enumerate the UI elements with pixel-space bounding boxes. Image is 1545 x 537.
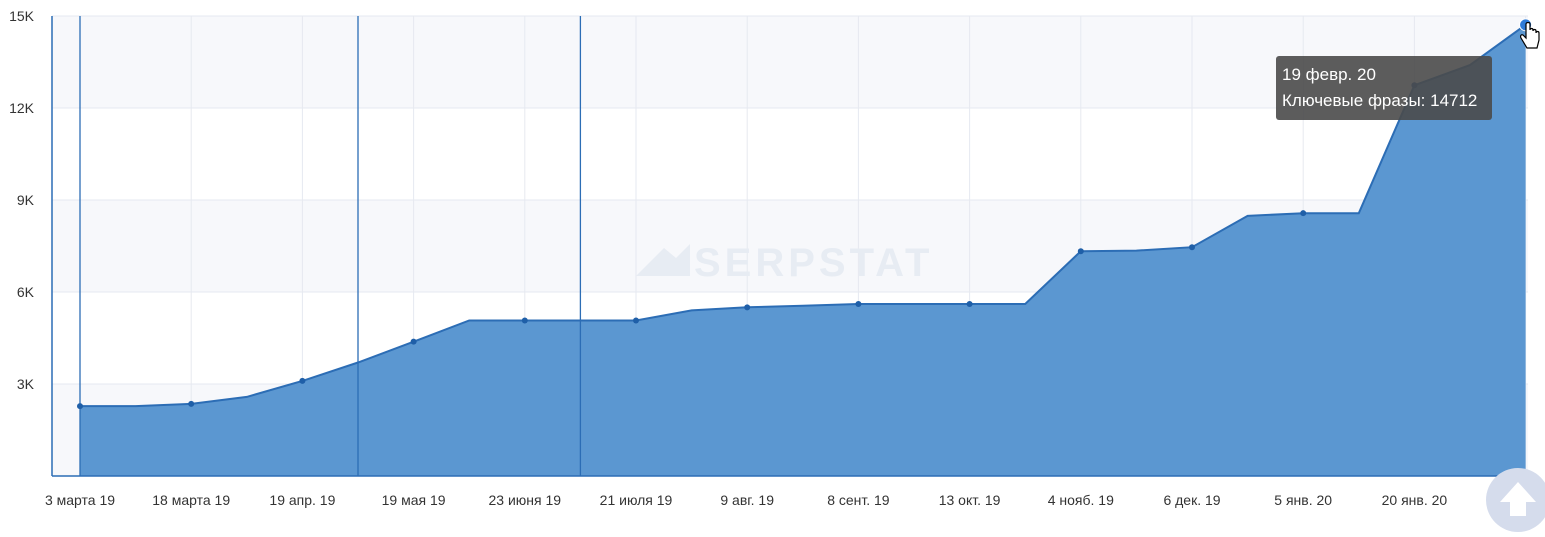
y-axis-labels: 3K 6K 9K 12K 15K (9, 8, 35, 392)
data-point (966, 300, 973, 307)
data-point (633, 317, 639, 324)
x-tick-label: 6 дек. 19 (1163, 492, 1220, 508)
tooltip-value-line: Ключевые фразы: 14712 (1282, 91, 1478, 110)
watermark-text: SERPSTAT (694, 241, 933, 285)
x-tick-label: 19 апр. 19 (269, 492, 335, 508)
y-tick-label: 12K (9, 100, 35, 116)
data-point (1077, 248, 1084, 255)
chart-tooltip: 19 февр. 20 Ключевые фразы: 14712 (1276, 56, 1492, 120)
y-tick-label: 9K (17, 192, 35, 208)
series-area (80, 23, 1527, 477)
x-tick-label: 23 июня 19 (489, 492, 562, 508)
x-tick-label: 18 марта 19 (152, 492, 230, 508)
x-axis-labels: 3 марта 19 18 марта 19 19 апр. 19 19 мая 19… (45, 492, 1447, 508)
x-tick-label: 5 янв. 20 (1274, 492, 1332, 508)
data-point (1300, 210, 1307, 217)
x-tick-label: 20 янв. 20 (1382, 492, 1448, 508)
x-tick-label: 3 марта 19 (45, 492, 115, 508)
y-tick-label: 3K (17, 376, 35, 392)
vertical-marker-lines (79, 16, 582, 476)
hand-pointer-cursor-icon (1520, 22, 1540, 49)
y-tick-label: 6K (17, 284, 35, 300)
tooltip-date: 19 февр. 20 (1282, 65, 1376, 84)
serpstat-logo-icon (636, 244, 690, 276)
x-tick-label: 9 авг. 19 (720, 492, 774, 508)
data-point (1189, 244, 1195, 251)
data-point (299, 377, 306, 384)
y-tick-label: 15K (9, 8, 35, 24)
data-point (188, 400, 195, 407)
x-tick-label: 19 мая 19 (382, 492, 446, 508)
x-tick-label: 13 окт. 19 (939, 492, 1001, 508)
data-point (855, 300, 862, 307)
serpstat-watermark: SERPSTAT (636, 241, 933, 285)
arrow-up-icon (1500, 482, 1536, 516)
data-point (77, 403, 83, 410)
x-tick-label: 4 нояб. 19 (1048, 492, 1114, 508)
data-point (410, 338, 417, 345)
x-tick-label: 21 июля 19 (600, 492, 673, 508)
data-point (744, 304, 751, 311)
axes (51, 16, 1528, 477)
series-line (80, 23, 1527, 408)
data-point (521, 317, 528, 324)
area-fill (80, 24, 1526, 477)
tooltip-value: 14712 (1430, 91, 1478, 110)
scroll-to-top-button[interactable] (1486, 468, 1545, 532)
x-tick-label: 8 сент. 19 (827, 492, 890, 508)
tooltip-series-label: Ключевые фразы (1282, 91, 1421, 110)
